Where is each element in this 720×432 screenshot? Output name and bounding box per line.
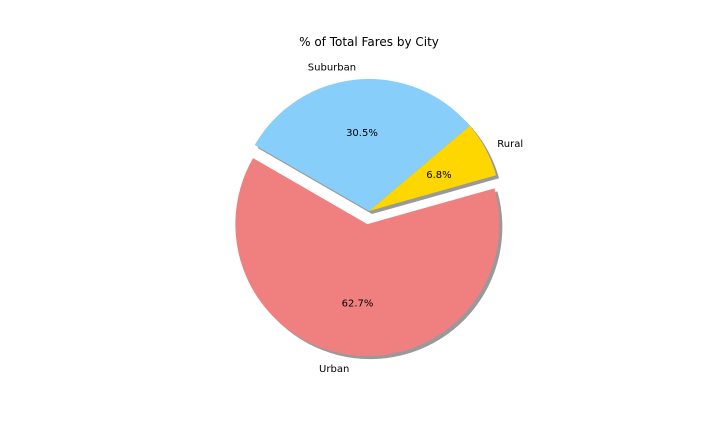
pie-slice-layer — [235, 78, 500, 357]
slice-label-urban: Urban — [319, 364, 349, 375]
slice-label-suburban: Suburban — [308, 62, 356, 73]
slice-label-rural: Rural — [497, 139, 523, 150]
slice-urban — [235, 158, 500, 357]
chart-title: % of Total Fares by City — [299, 35, 439, 49]
slice-percent-suburban: 30.5% — [346, 128, 378, 139]
slice-percent-rural: 6.8% — [426, 170, 451, 181]
pie-label-layer: Urban 62.7% Rural 6.8% Suburban 30.5% — [308, 62, 523, 375]
slice-suburban — [254, 78, 470, 211]
slice-percent-urban: 62.7% — [342, 299, 374, 310]
slice-rural — [369, 125, 497, 211]
